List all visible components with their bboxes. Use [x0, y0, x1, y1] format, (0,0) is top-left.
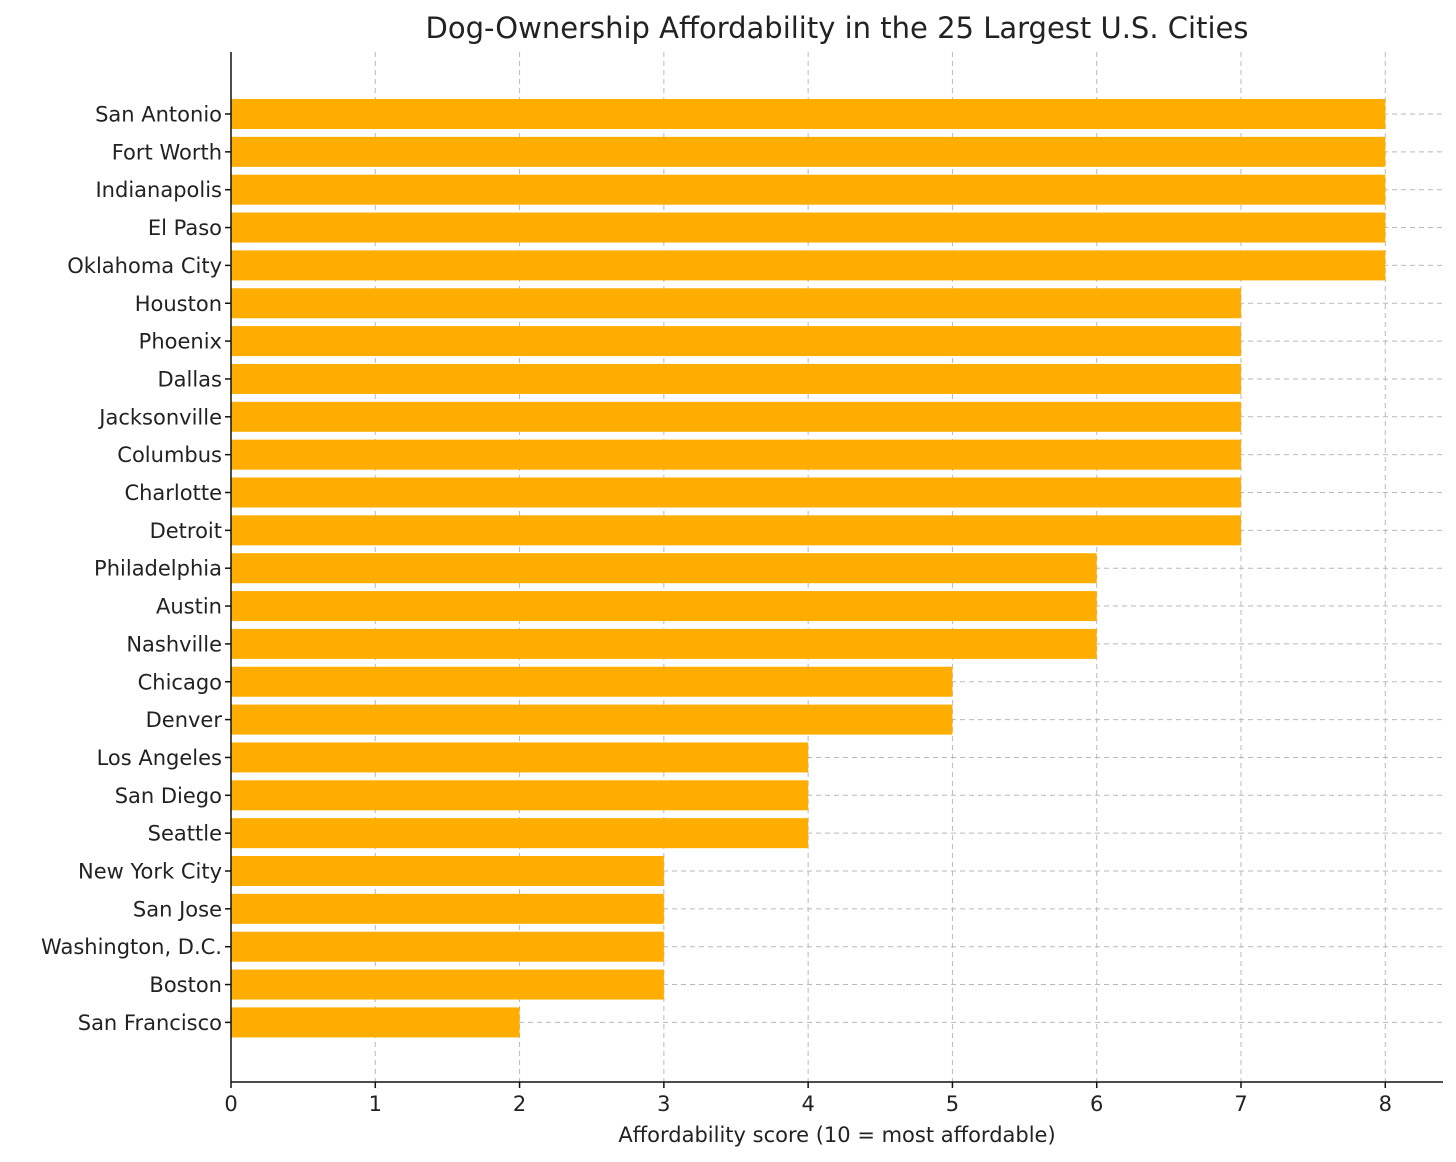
x-tick-label: 3: [657, 1092, 670, 1116]
bar: [231, 893, 664, 924]
y-tick-label: New York City: [78, 860, 222, 884]
bar: [231, 1007, 520, 1038]
bar: [231, 515, 1241, 546]
bar: [231, 818, 809, 849]
y-tick-label: San Jose: [133, 897, 222, 921]
x-tick-label: 8: [1379, 1092, 1392, 1116]
y-tick-label: Los Angeles: [97, 746, 222, 770]
x-tick-label: 1: [369, 1092, 382, 1116]
x-tick-label: 2: [513, 1092, 526, 1116]
x-axis-label: Affordability score (10 = most affordabl…: [618, 1123, 1055, 1147]
y-tick-label: San Diego: [115, 784, 222, 808]
bar: [231, 288, 1241, 319]
bar: [231, 856, 664, 886]
y-tick-label: Columbus: [117, 443, 222, 467]
bar: [231, 401, 1241, 432]
bar: [231, 477, 1241, 508]
y-tick-label: El Paso: [148, 216, 222, 240]
y-tick-label: Charlotte: [124, 481, 222, 505]
bar: [231, 931, 664, 962]
bar-layer: [231, 99, 1386, 1038]
y-tick-label: Washington, D.C.: [41, 935, 222, 959]
bar: [231, 363, 1241, 394]
y-tick-label: Houston: [135, 292, 222, 316]
x-tick-label: 0: [224, 1092, 237, 1116]
y-tick-label: Dallas: [157, 367, 222, 391]
y-tick-label: San Francisco: [78, 1011, 222, 1035]
x-tick-label: 7: [1234, 1092, 1247, 1116]
x-tick-label: 5: [946, 1092, 959, 1116]
y-tick-label: Philadelphia: [94, 557, 222, 581]
bar: [231, 628, 1097, 659]
y-tick-label: Boston: [149, 973, 222, 997]
bar: [231, 212, 1386, 243]
bar: [231, 591, 1097, 622]
x-tick-label: 6: [1090, 1092, 1103, 1116]
y-tick-label: Phoenix: [139, 330, 222, 354]
y-tick-label: Nashville: [126, 632, 222, 656]
bar: [231, 742, 809, 773]
bar: [231, 99, 1386, 129]
chart-title: Dog-Ownership Affordability in the 25 La…: [426, 11, 1249, 45]
bar: [231, 326, 1241, 357]
y-tick-label: Indianapolis: [95, 178, 222, 202]
tick-layer: 0 1 2 3 4 5 6 7 8 San Antonio Fort Worth Indianapol…: [41, 103, 1392, 1117]
y-tick-label: Denver: [146, 708, 223, 732]
bar: [231, 250, 1386, 281]
y-tick-label: San Antonio: [95, 103, 222, 127]
bar: [231, 780, 809, 811]
bar: [231, 666, 953, 697]
bar: [231, 174, 1386, 205]
y-tick-label: Detroit: [150, 519, 222, 543]
y-tick-label: Fort Worth: [112, 140, 222, 164]
y-tick-label: Jacksonville: [97, 405, 222, 429]
y-tick-label: Seattle: [148, 822, 222, 846]
bar: [231, 969, 664, 1000]
x-tick-label: 4: [801, 1092, 814, 1116]
y-tick-label: Oklahoma City: [67, 254, 222, 278]
y-tick-label: Chicago: [138, 670, 222, 694]
bar: [231, 553, 1097, 584]
bar: [231, 136, 1386, 167]
y-tick-label: Austin: [156, 595, 222, 619]
bar: [231, 704, 953, 735]
bar: [231, 439, 1241, 470]
